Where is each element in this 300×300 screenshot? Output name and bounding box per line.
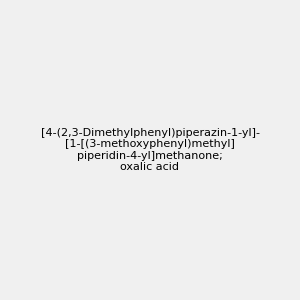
Text: [4-(2,3-Dimethylphenyl)piperazin-1-yl]-
[1-[(3-methoxyphenyl)methyl]
piperidin-4: [4-(2,3-Dimethylphenyl)piperazin-1-yl]- … bbox=[40, 128, 260, 172]
